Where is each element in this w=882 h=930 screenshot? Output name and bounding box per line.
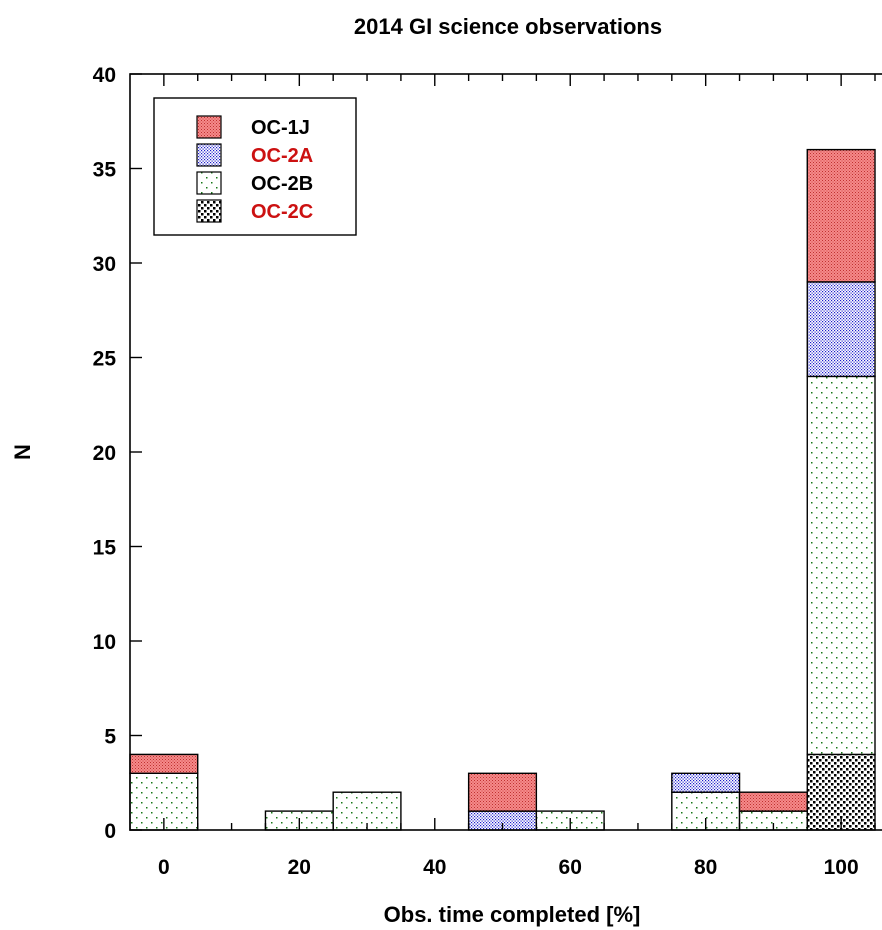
x-tick-label-60: 60 [559,856,582,879]
x-axis-label: Obs. time completed [%] [384,902,641,927]
bar-oc-2a-x100 [807,281,875,377]
legend-swatch-oc-2c [196,199,222,223]
bar-outline-oc-2a-x80 [671,772,741,793]
x-tick-label-0: 0 [158,856,170,879]
x-tick-label-100: 100 [824,856,859,879]
bar-oc-2b-x100 [807,376,875,755]
bar-oc-2c-x100 [807,754,875,830]
x-tick-label-40: 40 [423,856,446,879]
y-tick-label-10: 10 [93,631,116,654]
y-axis: 0 5 10 15 20 25 30 35 40 [93,64,142,843]
bar-oc-2b-x90 [739,811,808,830]
y-tick-label-20: 20 [93,442,116,465]
y-tick-label-40: 40 [93,64,116,87]
chart-title: 2014 GI science observations [354,14,662,39]
bar-outline-oc-1j-x50 [467,772,538,812]
legend: OC-1J OC-2A OC-2B OC-2C [153,97,357,236]
bar-oc-1j-x0 [130,754,198,774]
y-tick-label-15: 15 [93,537,117,560]
x-tick-label-80: 80 [694,856,717,879]
legend-swatch-oc-1j [196,115,222,139]
legend-swatch-oc-2b [196,171,222,195]
x-axis: 0 20 40 60 80 100 [158,74,876,879]
legend-label-oc-2a: OC-2A [251,145,313,167]
legend-label-oc-2b: OC-2B [251,173,313,195]
bar-oc-1j-x100 [807,149,875,282]
bar-oc-2a-x80 [671,773,740,793]
bar-oc-1j-x90 [739,792,808,812]
y-tick-label-25: 25 [93,348,117,371]
y-tick-label-0: 0 [104,820,116,843]
bars-layer [129,148,876,831]
legend-box [153,97,357,236]
y-tick-label-5: 5 [104,726,116,749]
bar-outline-oc-1j-x100 [806,148,876,283]
y-tick-label-35: 35 [93,159,117,182]
legend-label-oc-1j: OC-1J [251,117,310,139]
legend-label-oc-2c: OC-2C [251,201,313,223]
bar-oc-1j-x50 [468,773,537,812]
legend-swatch-oc-2a [196,143,222,167]
x-tick-label-20: 20 [288,856,311,879]
y-axis-label: N [10,444,35,460]
bar-oc-2a-x50 [468,811,537,830]
y-tick-label-30: 30 [93,253,116,276]
